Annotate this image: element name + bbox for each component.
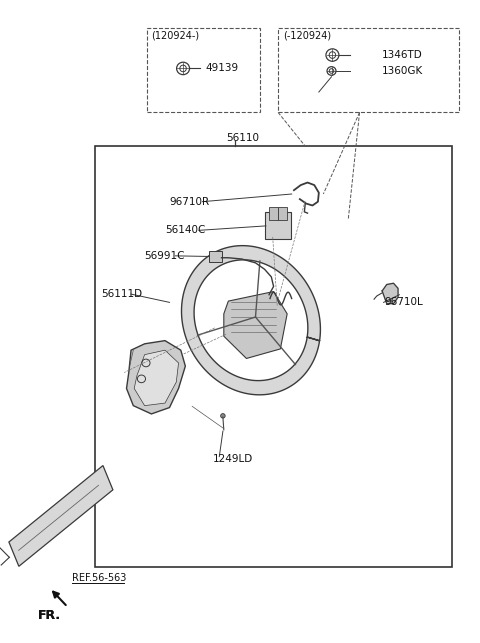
Ellipse shape xyxy=(327,67,336,75)
Ellipse shape xyxy=(221,413,225,418)
Text: FR.: FR. xyxy=(38,610,61,622)
Ellipse shape xyxy=(177,62,190,75)
FancyBboxPatch shape xyxy=(278,207,287,219)
Ellipse shape xyxy=(326,49,339,61)
Text: 1360GK: 1360GK xyxy=(382,66,423,76)
Polygon shape xyxy=(382,284,398,303)
Polygon shape xyxy=(127,341,185,414)
Text: (120924-): (120924-) xyxy=(151,31,200,41)
Text: 56111D: 56111D xyxy=(102,289,143,299)
Text: (-120924): (-120924) xyxy=(283,31,331,41)
Text: 96710R: 96710R xyxy=(169,197,210,206)
Text: 56110: 56110 xyxy=(226,133,259,143)
Text: 49139: 49139 xyxy=(206,64,239,73)
FancyBboxPatch shape xyxy=(209,251,222,262)
Text: 96710L: 96710L xyxy=(384,297,423,307)
Text: FR.: FR. xyxy=(38,610,61,622)
Polygon shape xyxy=(181,246,321,395)
Text: 1249LD: 1249LD xyxy=(213,453,253,464)
FancyBboxPatch shape xyxy=(265,212,291,239)
Polygon shape xyxy=(9,466,113,566)
Text: 1346TD: 1346TD xyxy=(382,50,423,60)
Polygon shape xyxy=(224,291,287,358)
FancyBboxPatch shape xyxy=(269,207,278,219)
Text: 56140C: 56140C xyxy=(165,225,205,235)
Text: 56991C: 56991C xyxy=(144,251,185,261)
Text: REF.56-563: REF.56-563 xyxy=(72,573,127,583)
Polygon shape xyxy=(134,350,179,406)
